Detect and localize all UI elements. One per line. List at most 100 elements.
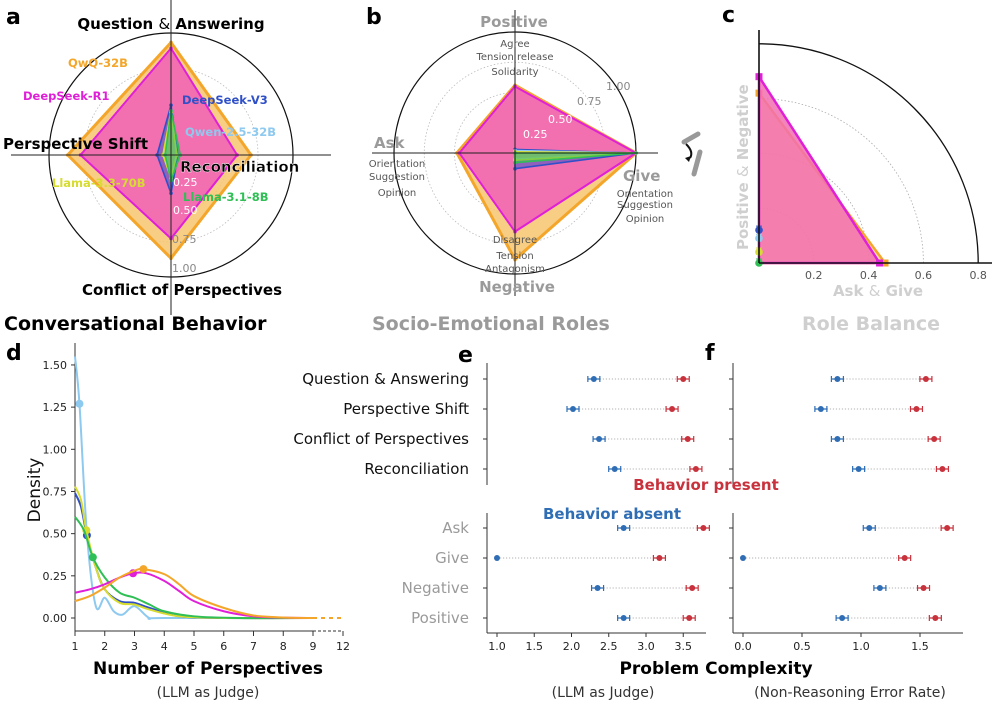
density-mean-llama-3-1-8b xyxy=(88,553,97,562)
dot-absent-perspective-shift xyxy=(569,406,576,412)
d-ytick-label: 0.25 xyxy=(43,570,68,583)
sublabel-tension: Tension xyxy=(495,251,533,262)
d-ytick-label: 0.75 xyxy=(43,485,68,498)
d-xtick-label: 9 xyxy=(310,640,317,653)
axis-label-negative: Negative xyxy=(479,278,555,296)
c-xtick-label: 0.2 xyxy=(805,269,823,282)
dot-present-question-answering xyxy=(922,376,929,382)
panel-label-a: a xyxy=(6,5,21,30)
dot-absent-ask xyxy=(866,525,873,531)
radial-tick-0-75: 0.75 xyxy=(172,233,197,246)
xtick-label: 1.0 xyxy=(488,640,506,653)
dot-absent-negative xyxy=(594,585,601,591)
xtick-label: 1.5 xyxy=(526,640,544,653)
c-ylabel: Positive & Negative xyxy=(734,84,752,250)
grid-arc xyxy=(758,98,924,264)
d-xtick-label: 5 xyxy=(191,640,198,653)
panel-c-title: Role Balance xyxy=(802,313,940,335)
dot-present-negative xyxy=(689,585,696,591)
c-xtick-label: 0.6 xyxy=(915,269,933,282)
f-xlabel-sub: (Non-Reasoning Error Rate) xyxy=(754,685,946,701)
d-ytick-label: 1.00 xyxy=(43,443,68,456)
dot-absent-perspective-shift xyxy=(817,406,824,412)
density-curve-llama-3-3-70b xyxy=(74,485,314,620)
panel-d-density: 0.000.250.500.751.001.251.501 2 3 4 5 6 7 8 9 12 xyxy=(43,343,350,653)
panel-label-d: d xyxy=(6,341,22,366)
d-xtick-label: 12 xyxy=(336,640,350,653)
dot-present-question-answering xyxy=(680,376,687,382)
legend-deepseek-v3: DeepSeek-V3 xyxy=(182,93,268,107)
panel-c-role-balance: 0.2 0.4 0.6 0.8 xyxy=(755,30,992,282)
xtick-label: 1.5 xyxy=(911,640,929,653)
dot-absent-reconciliation xyxy=(611,466,618,472)
dot-present-perspective-shift xyxy=(913,406,920,412)
row-label-perspective-shift: Perspective Shift xyxy=(343,400,469,418)
sublabel-give-orientation: Orientation xyxy=(617,189,673,200)
dot-absent-give xyxy=(494,555,500,561)
dot-present-positive xyxy=(686,615,693,621)
row-label-question-answering: Question & Answering xyxy=(302,370,469,388)
sublabel-ask-orientation: Orientation xyxy=(369,159,425,170)
sublabel-solidarity: Solidarity xyxy=(491,67,538,78)
radial-tick-b-0-50: 0.50 xyxy=(548,113,573,126)
dot-absent-question-answering xyxy=(590,376,597,382)
density-mean-qwq-32b xyxy=(139,565,148,574)
sublabel-ask-suggestion: Suggestion xyxy=(369,172,425,183)
legend-deepseek-r1: DeepSeek-R1 xyxy=(23,89,110,103)
density-curve-qwen-2-5-32b xyxy=(74,356,313,620)
panel-e-dot-range: 1.0 1.5 2.0 2.5 3.0 3.5 Question & Answering Pe… xyxy=(293,363,710,653)
row-label-conflict-of-perspectives: Conflict of Perspectives xyxy=(293,430,469,448)
dot-present-ask xyxy=(700,525,707,531)
d-xtick-label: 8 xyxy=(280,640,287,653)
axis-label-ask: Ask xyxy=(374,134,406,152)
dot-absent-give xyxy=(740,555,746,561)
panel-c-labels: Positive & Negative Ask & Give Role Bala… xyxy=(734,84,940,335)
panel-b-radar xyxy=(372,10,658,296)
xtick-label: 3.0 xyxy=(637,640,655,653)
sublabel-disagree: Disagree xyxy=(493,235,537,246)
xtick-label: 2.5 xyxy=(600,640,618,653)
d-xtick-label: 6 xyxy=(220,640,227,653)
row-label-give: Give xyxy=(435,549,469,567)
sublabel-give-suggestion: Suggestion xyxy=(617,200,673,211)
radial-tick-1-00: 1.00 xyxy=(172,262,197,275)
d-xlabel-sub: (LLM as Judge) xyxy=(157,685,260,701)
legend-qwq-32b: QwQ-32B xyxy=(68,56,128,70)
dot-absent-reconciliation xyxy=(855,466,862,472)
legend-llama-3-1-8b: Llama-3.1-8B xyxy=(183,190,268,204)
dot-present-give xyxy=(656,555,663,561)
axis-label-reconciliation: Reconciliation xyxy=(180,158,299,176)
panel-label-c: c xyxy=(722,3,735,28)
d-ytick-label: 1.25 xyxy=(43,401,68,414)
d-xtick-label: 4 xyxy=(161,640,168,653)
dot-present-ask xyxy=(944,525,951,531)
row-label-positive: Positive xyxy=(411,609,469,627)
axis-label-positive: Positive xyxy=(480,13,548,31)
dot-present-reconciliation xyxy=(692,466,699,472)
dot-absent-positive xyxy=(839,615,846,621)
legend-llama-3-3-70b: Llama-3.3-70B xyxy=(52,176,145,190)
density-curve-qwq-32b xyxy=(74,567,314,619)
dot-present-negative xyxy=(920,585,927,591)
sublabel-give-opinion: Opinion xyxy=(626,214,665,225)
panel-label-f: f xyxy=(705,341,715,366)
xtick-label: 0.0 xyxy=(734,640,752,653)
dot-present-conflict-of-perspectives xyxy=(931,436,938,442)
panel-a-radar xyxy=(11,0,331,315)
density-mean-qwen-2-5-32b xyxy=(75,399,84,408)
axis-label-give: Give xyxy=(623,167,660,185)
axis-label-question-answering: Question & Answering xyxy=(77,15,264,33)
c-xtick-label: 0.4 xyxy=(860,269,878,282)
xtick-label: 1.0 xyxy=(852,640,870,653)
d-ytick-label: 0.50 xyxy=(43,528,68,541)
density-curve-llama-3-1-8b xyxy=(74,516,314,620)
row-label-negative: Negative xyxy=(402,579,469,597)
dot-present-conflict-of-perspectives xyxy=(684,436,691,442)
rotate-arrow-icon xyxy=(681,131,703,177)
panel-a-labels: Question & Answering Perspective Shift R… xyxy=(3,15,300,335)
d-xtick-label: 2 xyxy=(101,640,108,653)
legend-behavior-absent: Behavior absent xyxy=(543,505,681,523)
row-label-reconciliation: Reconciliation xyxy=(364,460,469,478)
xtick-label: 0.5 xyxy=(793,640,811,653)
